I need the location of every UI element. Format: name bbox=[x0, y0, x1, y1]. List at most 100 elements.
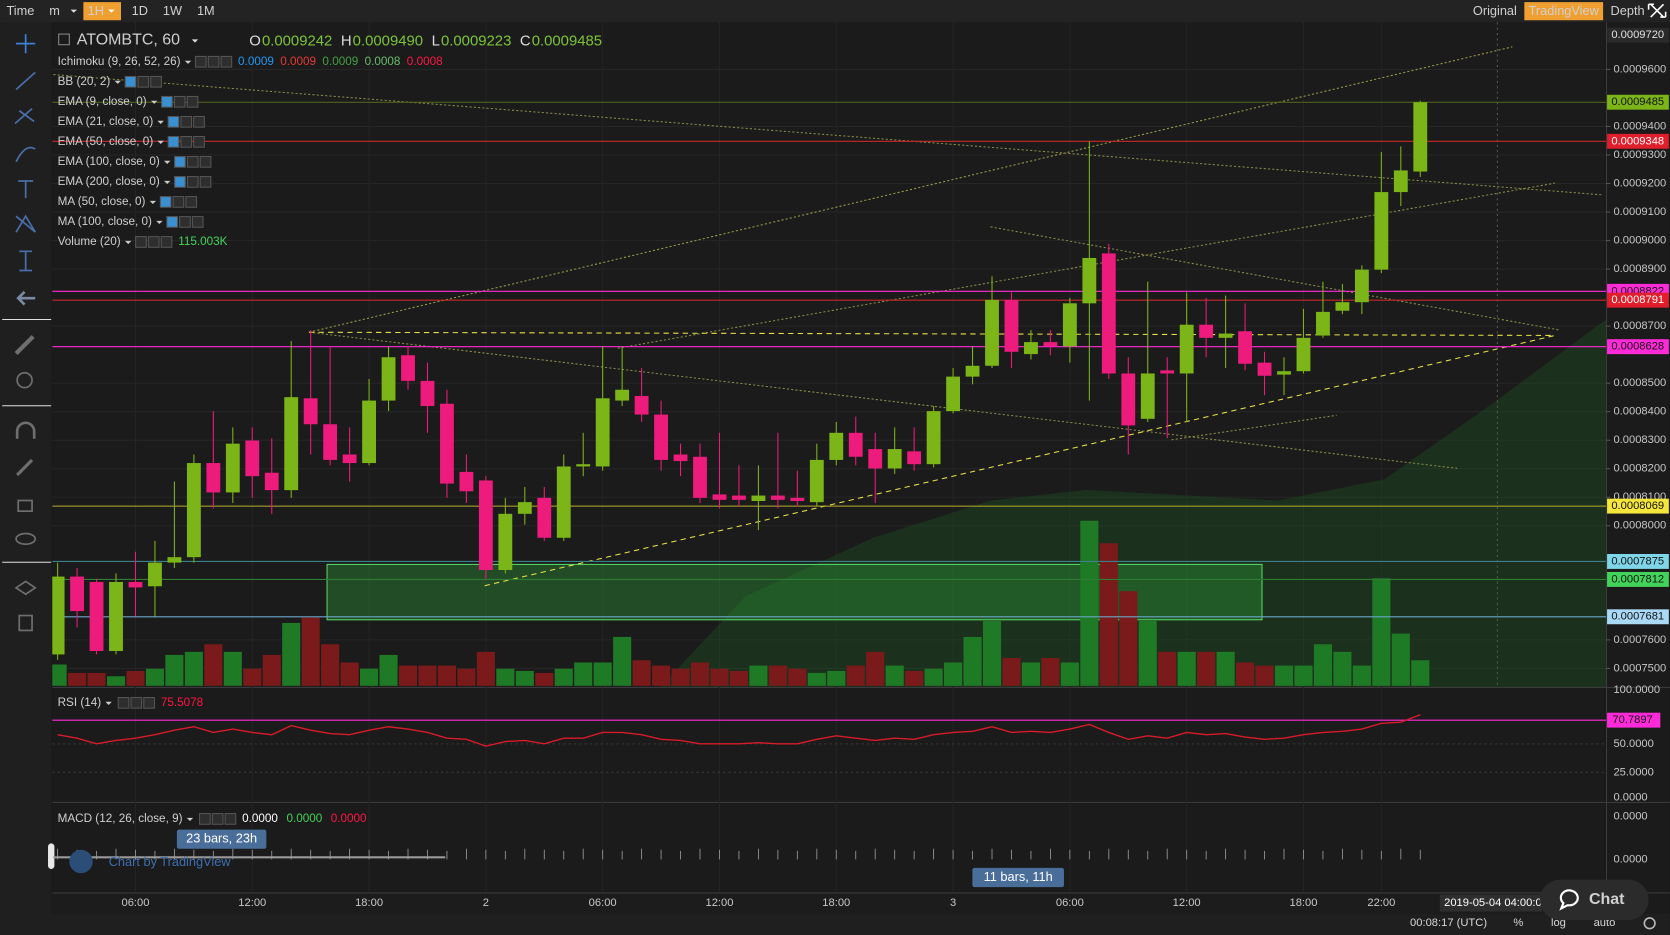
lock-tool[interactable] bbox=[17, 499, 33, 513]
fib-tool[interactable] bbox=[14, 107, 35, 125]
view-button[interactable]: TradingView bbox=[1529, 3, 1600, 18]
ruler-tool[interactable] bbox=[14, 335, 35, 356]
x-tick-label: 06:00 bbox=[589, 897, 617, 909]
candle-body bbox=[1257, 362, 1272, 376]
indicator-icon[interactable] bbox=[179, 216, 191, 228]
magnet-tool[interactable] bbox=[15, 421, 36, 439]
y-tick-label: 0.0008000 bbox=[1613, 520, 1666, 532]
back-tool[interactable] bbox=[16, 290, 36, 306]
credit[interactable]: Chart by TradingView bbox=[109, 854, 232, 869]
indicator-icon[interactable] bbox=[185, 196, 198, 208]
indicator-icon[interactable] bbox=[186, 95, 199, 108]
indicator-name[interactable]: EMA (100, close, 0) bbox=[58, 155, 160, 168]
layers-tool[interactable] bbox=[14, 580, 37, 596]
cross-tool[interactable] bbox=[16, 34, 36, 54]
visibility-icon[interactable] bbox=[161, 95, 173, 108]
visibility-icon[interactable] bbox=[174, 156, 186, 168]
settings-icon[interactable] bbox=[1643, 917, 1656, 930]
indicator-icon[interactable] bbox=[199, 176, 212, 188]
indicator-icon[interactable] bbox=[199, 156, 212, 168]
indicator-icon[interactable] bbox=[135, 236, 147, 248]
measure-tool[interactable] bbox=[19, 250, 33, 272]
indicator-icon[interactable] bbox=[194, 55, 207, 68]
candle-body bbox=[946, 376, 961, 412]
indicator-name[interactable]: MA (50, close, 0) bbox=[58, 195, 146, 208]
indicator-icon[interactable] bbox=[143, 696, 155, 709]
zoom-tool[interactable] bbox=[16, 371, 33, 389]
indicator-name[interactable]: EMA (200, close, 0) bbox=[58, 175, 160, 188]
scale-button[interactable]: auto bbox=[1594, 917, 1616, 929]
indicator-icon[interactable] bbox=[180, 135, 193, 148]
volume-bar bbox=[710, 668, 729, 686]
toolbar: Time m 1H 1D 1W 1M Original TradingView Depth bbox=[6, 2, 1667, 21]
visibility-icon[interactable] bbox=[124, 75, 137, 88]
indicator-name[interactable]: Volume (20) bbox=[58, 235, 121, 248]
indicator-icon[interactable] bbox=[180, 115, 193, 128]
indicator-name[interactable]: EMA (21, close, 0) bbox=[58, 115, 154, 128]
timeframe-button[interactable]: 1W bbox=[163, 3, 182, 18]
indicator-icon[interactable] bbox=[147, 236, 160, 248]
timeframe-button[interactable]: Time bbox=[6, 3, 34, 18]
indicator-icon[interactable] bbox=[193, 115, 205, 128]
visibility-tool[interactable] bbox=[15, 532, 37, 546]
ichimoku-cloud bbox=[660, 319, 1607, 687]
timeframe-button[interactable]: m bbox=[49, 3, 60, 18]
visibility-icon[interactable] bbox=[166, 216, 179, 228]
indicator-icon[interactable] bbox=[150, 75, 162, 88]
indicator-name[interactable]: EMA (9, close, 0) bbox=[58, 95, 147, 108]
indicator-icon[interactable] bbox=[186, 176, 199, 188]
volume-bar bbox=[729, 670, 748, 686]
visibility-icon[interactable] bbox=[174, 176, 186, 188]
chat-label[interactable]: Chat bbox=[1589, 891, 1625, 908]
indicator-icon[interactable] bbox=[211, 813, 224, 825]
view-button[interactable]: Original bbox=[1473, 3, 1517, 18]
x-tick-label: 18:00 bbox=[355, 897, 383, 909]
y-tick-label: 0.0009600 bbox=[1613, 63, 1666, 75]
scale-button[interactable]: log bbox=[1551, 917, 1566, 929]
candle-body bbox=[478, 480, 493, 571]
indicator-name[interactable]: Ichimoku (9, 26, 52, 26) bbox=[58, 55, 181, 68]
indicator-name[interactable]: RSI (14) bbox=[58, 696, 102, 709]
indicator-name[interactable]: BB (20, 2) bbox=[58, 75, 111, 88]
indicator-icon[interactable] bbox=[220, 55, 233, 68]
visibility-icon[interactable] bbox=[159, 196, 172, 208]
stay-drawing-tool[interactable] bbox=[16, 458, 34, 477]
indicator-icon[interactable] bbox=[191, 216, 204, 228]
collapse-icon[interactable] bbox=[58, 33, 70, 46]
indicator-icon[interactable] bbox=[224, 813, 237, 825]
trash-tool[interactable] bbox=[18, 614, 33, 632]
candle-body bbox=[498, 513, 513, 571]
text-tool[interactable] bbox=[18, 180, 34, 199]
indicator-icon[interactable] bbox=[172, 196, 185, 208]
indicator-name[interactable]: MACD (12, 26, close, 9) bbox=[58, 812, 183, 825]
scale-button[interactable]: % bbox=[1513, 917, 1523, 929]
candle-body bbox=[109, 581, 123, 652]
indicator-icon[interactable] bbox=[193, 135, 205, 148]
measure-label: 11 bars, 11h bbox=[984, 869, 1053, 884]
indicator-icon[interactable] bbox=[207, 55, 220, 68]
indicator-icon[interactable] bbox=[186, 156, 199, 168]
indicator-name[interactable]: MA (100, close, 0) bbox=[58, 215, 152, 228]
view-button[interactable]: Depth bbox=[1611, 3, 1645, 18]
volume-bar bbox=[360, 668, 379, 686]
timeframe-button[interactable]: 1D bbox=[132, 3, 148, 18]
volume-bar bbox=[807, 672, 826, 686]
candle-body bbox=[1024, 342, 1038, 355]
indicator-icon[interactable] bbox=[117, 696, 130, 709]
candle-body bbox=[790, 497, 805, 501]
fullscreen-icon[interactable] bbox=[1647, 3, 1667, 18]
indicator-name[interactable]: EMA (50, close, 0) bbox=[58, 135, 154, 148]
timeframe-button[interactable]: 1M bbox=[197, 3, 215, 18]
indicator-icon[interactable] bbox=[137, 75, 150, 88]
indicator-icon[interactable] bbox=[130, 696, 143, 709]
pattern-tool[interactable] bbox=[15, 214, 36, 233]
brush-tool[interactable] bbox=[15, 146, 36, 163]
timeframe-button[interactable]: 1H bbox=[88, 3, 104, 18]
range-handle[interactable] bbox=[48, 843, 55, 869]
line-tool[interactable] bbox=[15, 71, 36, 91]
visibility-icon[interactable] bbox=[167, 115, 180, 128]
indicator-icon[interactable] bbox=[160, 236, 173, 248]
indicator-icon[interactable] bbox=[199, 813, 211, 825]
indicator-icon[interactable] bbox=[173, 95, 186, 108]
visibility-icon[interactable] bbox=[167, 135, 180, 148]
